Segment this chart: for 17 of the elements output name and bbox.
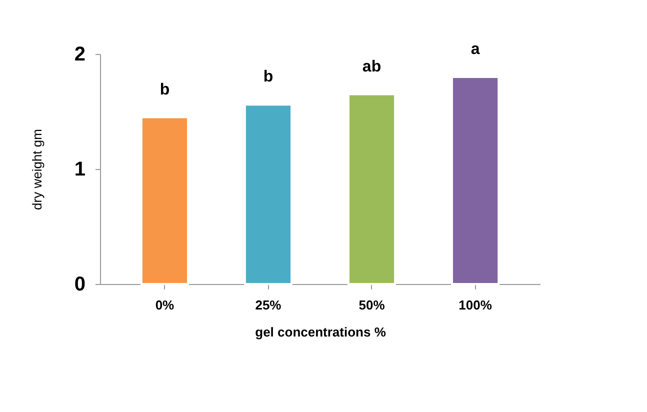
y-tick-label: 0 [74,274,86,296]
x-axis-title: gel concentrations % [255,324,386,340]
x-tick-label: 25% [255,298,282,312]
x-tick-label: 100% [458,298,492,312]
y-axis-title: dry weight gm [29,129,44,210]
bar [347,93,396,285]
annotation: b [263,68,274,86]
y-tick-label: 2 [74,44,86,66]
annotation: a [470,41,480,58]
x-tick-label: 50% [358,298,386,312]
x-tick-label: 0% [155,298,175,312]
bar [451,76,500,285]
y-tick-label: 1 [74,158,86,180]
bar [244,104,293,285]
annotation: ab [362,58,382,76]
bar [140,116,189,285]
annotation: b [160,81,170,98]
